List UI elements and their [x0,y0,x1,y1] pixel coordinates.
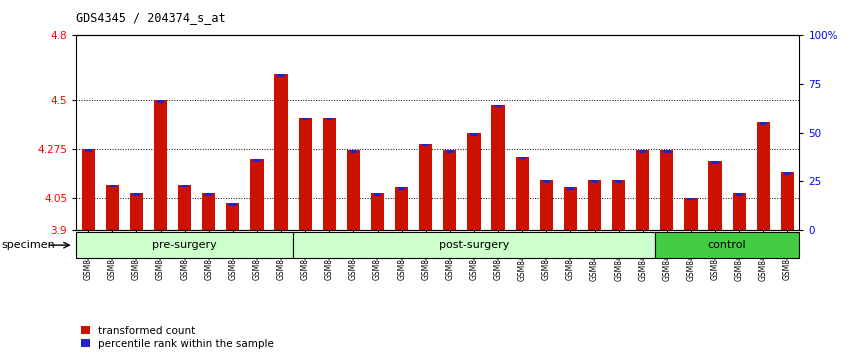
Bar [419,144,432,230]
Bar [612,180,625,230]
Bar [711,161,719,164]
Bar [181,185,189,188]
Bar [663,150,671,153]
Bar [157,100,164,103]
Bar [85,149,92,152]
Bar [108,185,116,188]
Bar [371,193,384,230]
Bar [202,193,216,230]
Bar [443,150,457,230]
Bar [733,193,746,230]
Bar [708,161,722,230]
Bar [615,180,623,183]
Text: control: control [708,240,746,250]
Bar [467,133,481,230]
Bar [229,203,237,206]
Bar [684,198,698,230]
Bar [660,150,673,230]
Bar [322,118,336,230]
Bar [250,159,264,230]
Bar [301,118,309,120]
Bar [133,193,140,196]
Text: post-surgery: post-surgery [439,240,509,250]
Bar [563,187,577,230]
Bar [395,187,409,230]
Text: GDS4345 / 204374_s_at: GDS4345 / 204374_s_at [76,11,226,24]
Bar [492,105,505,230]
Bar [154,100,168,230]
Bar [519,156,526,159]
Bar [756,122,770,230]
Bar [106,185,119,230]
Bar [326,118,333,120]
Bar [374,193,382,196]
Text: specimen: specimen [2,240,56,250]
Bar [542,180,550,183]
Bar [639,150,646,153]
Bar [446,150,453,153]
Bar [274,74,288,230]
Bar [760,122,767,125]
FancyBboxPatch shape [655,232,799,258]
Bar [494,105,502,107]
Bar [299,118,312,230]
Bar [540,180,553,230]
Bar [783,172,791,175]
Text: pre-surgery: pre-surgery [152,240,217,250]
FancyBboxPatch shape [76,232,293,258]
Bar [205,193,212,196]
Bar [636,150,650,230]
Bar [515,156,529,230]
Bar [422,144,430,146]
Bar [588,180,602,230]
Bar [567,187,574,190]
Bar [129,193,143,230]
Bar [178,185,191,230]
Bar [470,133,478,136]
Bar [253,159,261,161]
Bar [687,198,695,200]
Bar [277,74,285,77]
Bar [591,180,598,183]
Bar [735,193,743,196]
Bar [349,150,357,153]
Bar [781,172,794,230]
Bar [347,150,360,230]
Legend: transformed count, percentile rank within the sample: transformed count, percentile rank withi… [81,326,274,349]
Bar [398,187,405,190]
Bar [226,203,239,230]
FancyBboxPatch shape [293,232,655,258]
Bar [81,149,95,230]
